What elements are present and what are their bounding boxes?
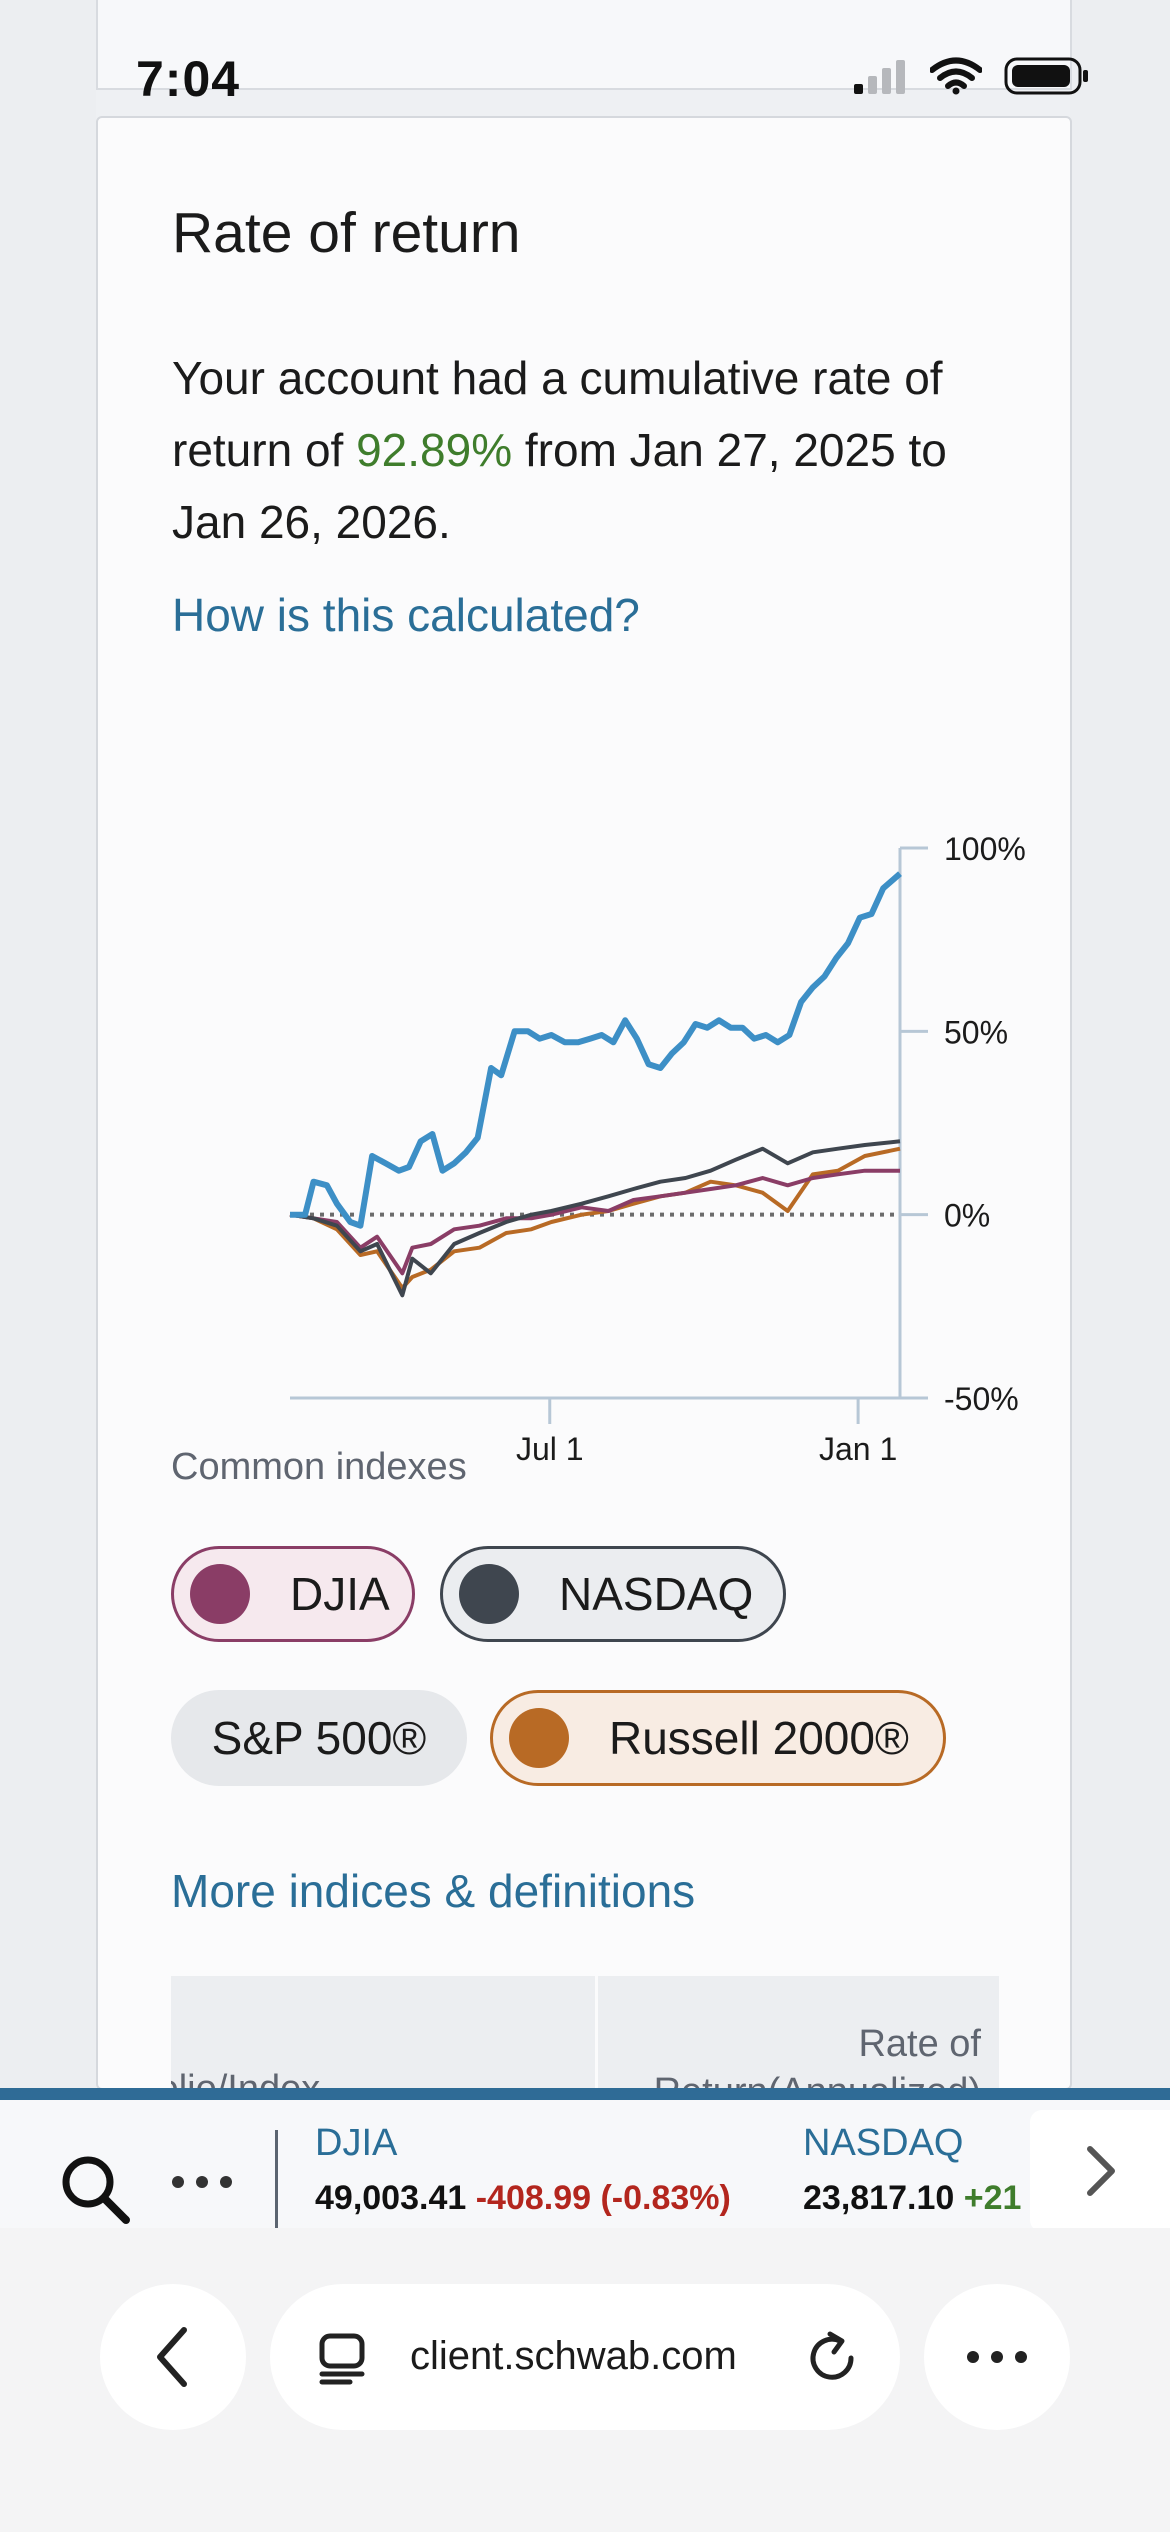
djia-line xyxy=(289,1168,900,1276)
rate-of-return-chart: 100% 50% 0% -50% Jul 1 Jan 1 xyxy=(289,831,1026,1467)
ticker-separator xyxy=(275,2130,278,2230)
table-header-portfolio-index[interactable]: folio/Index xyxy=(171,2068,321,2090)
status-time: 7:04 xyxy=(136,51,241,107)
return-summary: Your account had a cumulative rate of re… xyxy=(172,342,1032,558)
search-icon[interactable] xyxy=(56,2150,136,2230)
summary-suffix: from Jan 27, 2025 to Jan 26, 2026. xyxy=(172,424,947,548)
djia-color-dot xyxy=(190,1564,250,1624)
previous-card-edge xyxy=(96,0,1072,90)
y-tick-label: -50% xyxy=(944,1381,1019,1417)
russell-2000-line xyxy=(289,1146,901,1290)
index-chip-sp500[interactable]: S&P 500® xyxy=(171,1690,467,1786)
column-divider xyxy=(595,1976,598,2090)
rate-of-return-card: Rate of return Your account had a cumula… xyxy=(96,116,1072,2090)
russell-color-dot xyxy=(509,1708,569,1768)
more-options-icon xyxy=(967,2351,1027,2363)
index-chip-label: DJIA xyxy=(290,1568,390,1620)
ticker-item-nasdaq[interactable]: NASDAQ 23,817.10 +21 xyxy=(803,2122,1025,2218)
ticker-change: +21 xyxy=(963,2179,1022,2217)
index-chip-russell-2000[interactable]: Russell 2000® xyxy=(490,1690,946,1786)
wifi-icon xyxy=(930,57,982,95)
browser-menu-button[interactable] xyxy=(924,2284,1070,2430)
ticker-next-button[interactable] xyxy=(1030,2110,1170,2232)
index-chip-label: S&P 500® xyxy=(211,1712,427,1764)
nasdaq-color-dot xyxy=(459,1564,519,1624)
ticker-change: -408.99 (-0.83%) xyxy=(475,2179,731,2217)
y-tick-label: 0% xyxy=(944,1198,990,1234)
status-icons xyxy=(852,56,1090,96)
common-indexes-label: Common indexes xyxy=(171,1446,467,1488)
battery-icon xyxy=(1004,57,1088,95)
x-tick-label: Jan 1 xyxy=(819,1431,897,1467)
ticker-value: 23,817.10 xyxy=(803,2179,955,2217)
ticker-name: NASDAQ xyxy=(803,2122,964,2164)
header-line: Return(Annualized) xyxy=(654,2068,981,2090)
page-tab-icon xyxy=(319,2333,365,2385)
ticker-value: 49,003.41 xyxy=(315,2179,467,2217)
y-tick-label: 50% xyxy=(944,1014,1008,1050)
y-tick-label: 100% xyxy=(944,831,1026,867)
ticker-values: 49,003.41 -408.99 (-0.83%) xyxy=(315,2179,731,2218)
ticker-name: DJIA xyxy=(315,2122,398,2164)
chevron-left-icon xyxy=(157,2327,187,2387)
account-return-line xyxy=(290,871,902,1229)
ticker-item-djia[interactable]: DJIA 49,003.41 -408.99 (-0.83%) xyxy=(315,2122,731,2218)
browser-toolbar: client.schwab.com xyxy=(0,2228,1170,2532)
card-title: Rate of return xyxy=(172,201,521,265)
how-calculated-link[interactable]: How is this calculated? xyxy=(172,589,640,641)
url-text: client.schwab.com xyxy=(410,2334,737,2378)
index-chip-label: Russell 2000® xyxy=(609,1712,909,1764)
more-indices-link[interactable]: More indices & definitions xyxy=(171,1865,696,1917)
index-chip-djia[interactable]: DJIA xyxy=(171,1546,415,1642)
returns-table-header: folio/Index Rate of Return(Annualized) xyxy=(171,1976,999,2090)
back-button[interactable] xyxy=(100,2284,246,2430)
index-chip-nasdaq[interactable]: NASDAQ xyxy=(440,1546,786,1642)
x-tick-label: Jul 1 xyxy=(516,1431,584,1467)
cellular-signal-icon xyxy=(854,60,905,94)
ticker-values: 23,817.10 +21 xyxy=(803,2179,1025,2218)
index-chip-label: NASDAQ xyxy=(559,1568,754,1620)
table-header-rate-of-return[interactable]: Rate of Return(Annualized) xyxy=(654,2020,981,2090)
market-ticker-bar: DJIA 49,003.41 -408.99 (-0.83%) NASDAQ 2… xyxy=(0,2088,1170,2232)
nasdaq-line xyxy=(289,1139,901,1298)
summary-prefix: Your account had a cumulative rate of re… xyxy=(172,352,943,476)
header-line: Rate of xyxy=(858,2023,981,2065)
more-options-icon[interactable] xyxy=(170,2172,234,2192)
address-bar[interactable]: client.schwab.com xyxy=(270,2284,900,2430)
chevron-right-icon xyxy=(1087,2146,1115,2196)
reload-icon[interactable] xyxy=(804,2328,862,2386)
cumulative-return-value: 92.89% xyxy=(356,424,513,476)
